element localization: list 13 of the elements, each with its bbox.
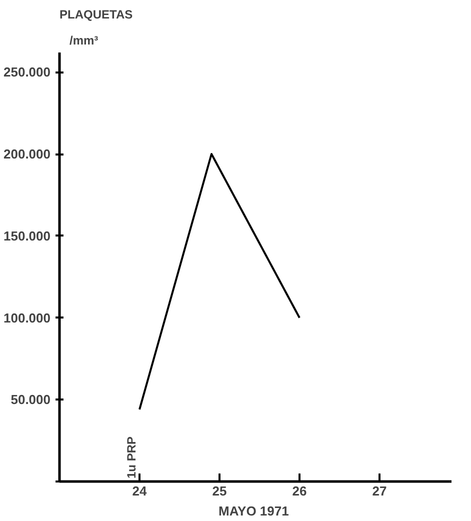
x-tick-label: 26 bbox=[292, 484, 307, 498]
x-tick-label: 24 bbox=[132, 484, 148, 498]
x-tick-label: 25 bbox=[212, 484, 227, 498]
y-tick-label: 100.000 bbox=[4, 310, 51, 326]
annotation: 1u PRP bbox=[124, 436, 138, 478]
x-tick-label: 27 bbox=[372, 484, 387, 498]
y-tick-label: 250.000 bbox=[4, 64, 51, 80]
chart-subtitle: /mm³ bbox=[70, 34, 98, 48]
y-tick-label: 50.000 bbox=[10, 392, 51, 408]
y-tick-label: 150.000 bbox=[4, 228, 51, 244]
chart-title: PLAQUETAS bbox=[60, 8, 133, 22]
y-tick-label: 200.000 bbox=[4, 146, 51, 162]
x-axis-title: MAYO 1971 bbox=[218, 504, 289, 518]
